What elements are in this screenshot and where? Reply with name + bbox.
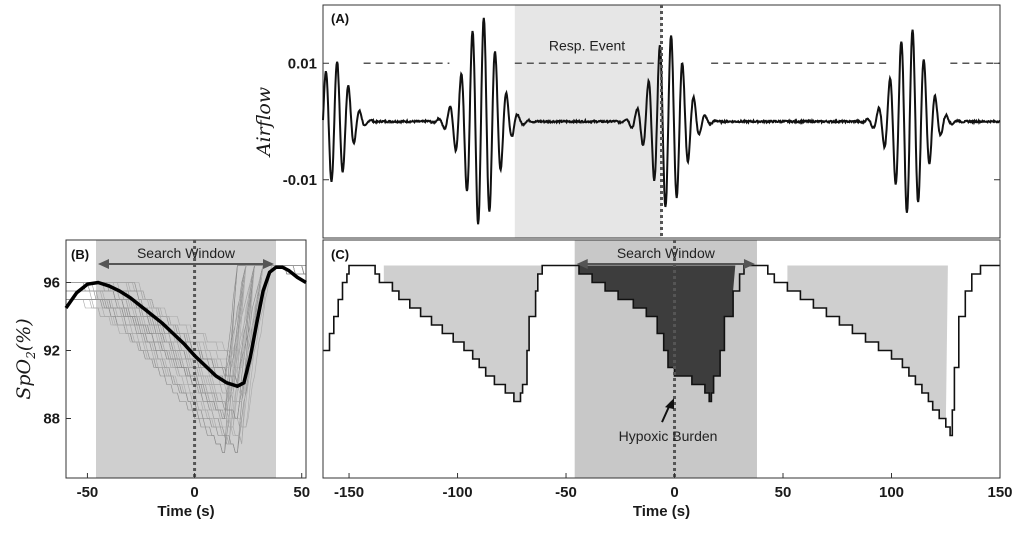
- panel-c-x-axis-label: Time (s): [633, 503, 690, 520]
- panel-c-xtick-label: -100: [443, 484, 473, 501]
- panel-c-desaturation-area-1: [383, 265, 543, 402]
- panel-c-desaturation-area-3: [787, 265, 948, 427]
- panel-c-spo2-series: [323, 264, 1000, 437]
- panel-a-y-axis-label: Airflow: [253, 87, 275, 158]
- panel-b-xtick-label: 0: [190, 484, 198, 501]
- panel-a-ytick-label: 0.01: [288, 55, 317, 72]
- panel-b-arrow-head-left: [98, 259, 109, 269]
- panel-c-xtick-label: -150: [334, 484, 364, 501]
- panel-a-airflow-series: [322, 17, 1001, 225]
- panel-c-xtick-label: 150: [987, 484, 1012, 501]
- panel-a-resp-event-label: Resp. Event: [549, 37, 625, 53]
- panel-b-arrow-head-right: [263, 259, 274, 269]
- panel-b-y-label-unit: (%): [13, 318, 35, 351]
- panel-c-hypoxic-burden-area: [570, 265, 736, 402]
- panel-a-letter: (A): [331, 11, 349, 26]
- panel-b-xtick-label: -50: [77, 484, 99, 501]
- panel-b-y-axis-label: SpO2(%): [13, 318, 38, 399]
- panel-c-hypoxic-burden-arrow-head: [665, 398, 675, 410]
- panel-b-axes-frame: [65, 239, 307, 479]
- panel-b-y-label-main: SpO: [13, 358, 35, 399]
- panel-c-hypoxic-burden-label: Hypoxic Burden: [619, 428, 718, 444]
- panel-c-xtick-label: 0: [670, 484, 678, 501]
- panel-c-arrow-head-right: [743, 259, 755, 269]
- panel-b-y-label-subscript: 2: [24, 351, 38, 360]
- panel-c-xtick-label: 100: [879, 484, 904, 501]
- panel-c-xtick-label: -50: [555, 484, 577, 501]
- panel-a-ytick-label: -0.01: [283, 172, 317, 189]
- panel-c: Search Window Hypoxic Burden (C) -150 -1…: [322, 239, 1013, 520]
- panel-c-arrow-head-left: [576, 259, 588, 269]
- panel-b-search-window-label: Search Window: [137, 245, 236, 261]
- panel-b: Search Window (B) 96 92 88 -50 0 50 Time…: [13, 239, 310, 520]
- panel-b-letter: (B): [71, 247, 89, 262]
- panel-b-ytick-label: 92: [43, 343, 60, 360]
- panel-b-mean-spo2-series: [64, 265, 307, 389]
- panel-b-ytick-label: 88: [43, 411, 60, 428]
- panel-c-xtick-label: 50: [775, 484, 792, 501]
- panel-c-search-window-label: Search Window: [617, 245, 716, 261]
- panel-c-axes-frame: [322, 239, 1001, 479]
- panel-b-xtick-label: 50: [293, 484, 310, 501]
- panel-b-ytick-label: 96: [43, 275, 60, 292]
- panel-a: (A) Resp. Event 0.01 -0.01 Airflow: [253, 4, 1001, 239]
- panel-b-x-axis-label: Time (s): [157, 503, 214, 520]
- panel-c-letter: (C): [331, 247, 349, 262]
